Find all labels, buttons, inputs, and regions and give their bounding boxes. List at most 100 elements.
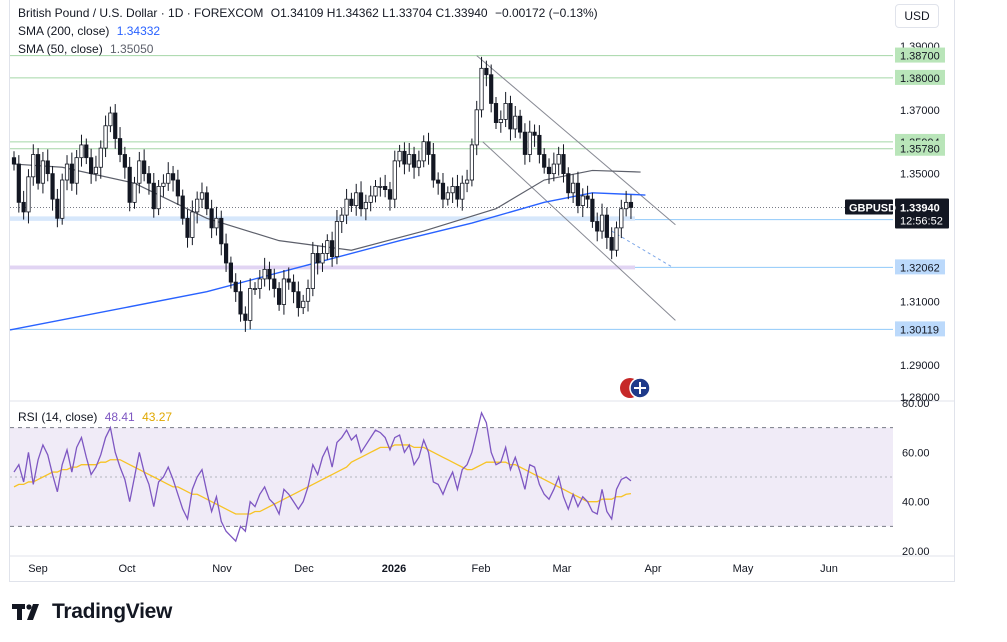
rsi-tick-label: 40.00 <box>902 497 930 509</box>
current-price-tag <box>895 198 949 229</box>
candle-body <box>358 192 364 210</box>
candle-body <box>122 154 127 168</box>
candle-body <box>142 160 147 175</box>
candle-body <box>585 195 590 200</box>
candle-body <box>11 157 17 165</box>
candle-body <box>580 195 585 206</box>
level-price-tag <box>895 259 945 275</box>
level-price-label: 1.35780 <box>900 144 940 156</box>
candle-body <box>204 192 209 210</box>
candle-body <box>344 198 349 216</box>
candle-body <box>363 201 368 210</box>
candle-body <box>445 192 450 200</box>
candle-body <box>542 154 547 168</box>
symbol-legend: British Pound / U.S. Dollar · 1D · FOREX… <box>18 6 598 20</box>
candle-body <box>397 150 402 162</box>
candle-body <box>137 160 142 184</box>
sma50-value: 1.35050 <box>110 42 154 56</box>
tradingview-logo[interactable]: TradingView <box>12 600 172 624</box>
candle-body <box>604 214 609 238</box>
candle-body <box>551 163 556 175</box>
candle-body <box>508 103 513 130</box>
candle-body <box>296 291 301 309</box>
candle-body <box>257 278 262 289</box>
candle-body <box>532 131 537 136</box>
candle-body <box>368 195 373 203</box>
candle-body <box>566 173 571 194</box>
candle-body <box>209 208 214 229</box>
candle-body <box>156 185 161 210</box>
candle-body <box>252 288 258 290</box>
candle-body <box>624 201 629 210</box>
candle-body <box>16 163 21 203</box>
candle-body <box>21 201 26 213</box>
level-price-label: 1.38000 <box>900 73 940 85</box>
candle-body <box>238 291 243 315</box>
price-chart[interactable]: 1.390001.370001.350001.310001.290001.280… <box>0 0 1007 600</box>
price-tick-label: 1.31000 <box>900 296 940 308</box>
candle-body <box>431 154 436 181</box>
candle-body <box>310 253 315 289</box>
current-price-value: 1.33940 <box>900 202 940 214</box>
currency-button[interactable]: USD <box>895 4 939 28</box>
price-tick-label: 1.37000 <box>900 105 940 117</box>
candle-body <box>527 131 532 155</box>
price-tick-label: 1.29000 <box>900 360 940 372</box>
candle-body <box>180 195 185 219</box>
candle-body <box>161 182 166 187</box>
bar-countdown: 12:56:52 <box>900 215 943 227</box>
time-axis-label: 2026 <box>382 563 406 575</box>
level-price-tag <box>895 69 945 85</box>
candle-body <box>609 237 614 251</box>
sma50-label: SMA (50, close) <box>18 42 103 56</box>
candle-body <box>223 243 229 264</box>
candle-body <box>166 173 171 184</box>
symbol-tag <box>845 199 893 215</box>
candle-body <box>339 214 344 222</box>
time-axis-label: Nov <box>212 563 232 575</box>
candle-body <box>151 182 156 210</box>
candle-body <box>599 214 605 232</box>
candle-body <box>628 201 634 208</box>
chart-frame <box>9 0 955 582</box>
sma200-label: SMA (200, close) <box>18 24 110 38</box>
candle-body <box>469 144 475 181</box>
candle-body <box>571 182 576 194</box>
candle-body <box>402 150 407 165</box>
candle-body <box>228 262 233 283</box>
candle-body <box>383 185 388 190</box>
candle-body <box>493 103 499 123</box>
candle-body <box>436 179 441 184</box>
candle-body <box>26 176 31 213</box>
time-axis-label: May <box>733 563 754 575</box>
candle-body <box>175 179 180 197</box>
candle-body <box>537 134 542 155</box>
candle-body <box>440 182 446 200</box>
candle-body <box>450 185 455 194</box>
candle-body <box>484 67 489 76</box>
tradingview-logo-icon <box>12 604 39 620</box>
candle-body <box>36 154 41 184</box>
level-price-tag <box>895 47 945 63</box>
candle-body <box>305 288 311 302</box>
change-value: −0.00172 (−0.13%) <box>494 6 598 20</box>
candle-body <box>575 182 581 206</box>
level-price-label: 1.32062 <box>900 262 940 274</box>
candle-body <box>45 160 50 175</box>
candle-body <box>64 163 70 181</box>
candle-body <box>407 154 412 165</box>
rsi-tick-label: 60.00 <box>902 447 930 459</box>
sma50-legend: SMA (50, close) 1.35050 <box>18 42 153 56</box>
candle-body <box>60 179 65 219</box>
candle-body <box>276 288 282 305</box>
support-zone-upper <box>10 216 635 221</box>
candle-body <box>281 278 287 305</box>
sma50-line <box>13 163 641 251</box>
time-axis-label: Mar <box>553 563 572 575</box>
candle-body <box>479 67 484 111</box>
candle-body <box>513 115 518 130</box>
candle-body <box>108 112 113 127</box>
candle-body <box>233 281 238 293</box>
candle-body <box>421 141 426 162</box>
candle-body <box>320 253 325 264</box>
